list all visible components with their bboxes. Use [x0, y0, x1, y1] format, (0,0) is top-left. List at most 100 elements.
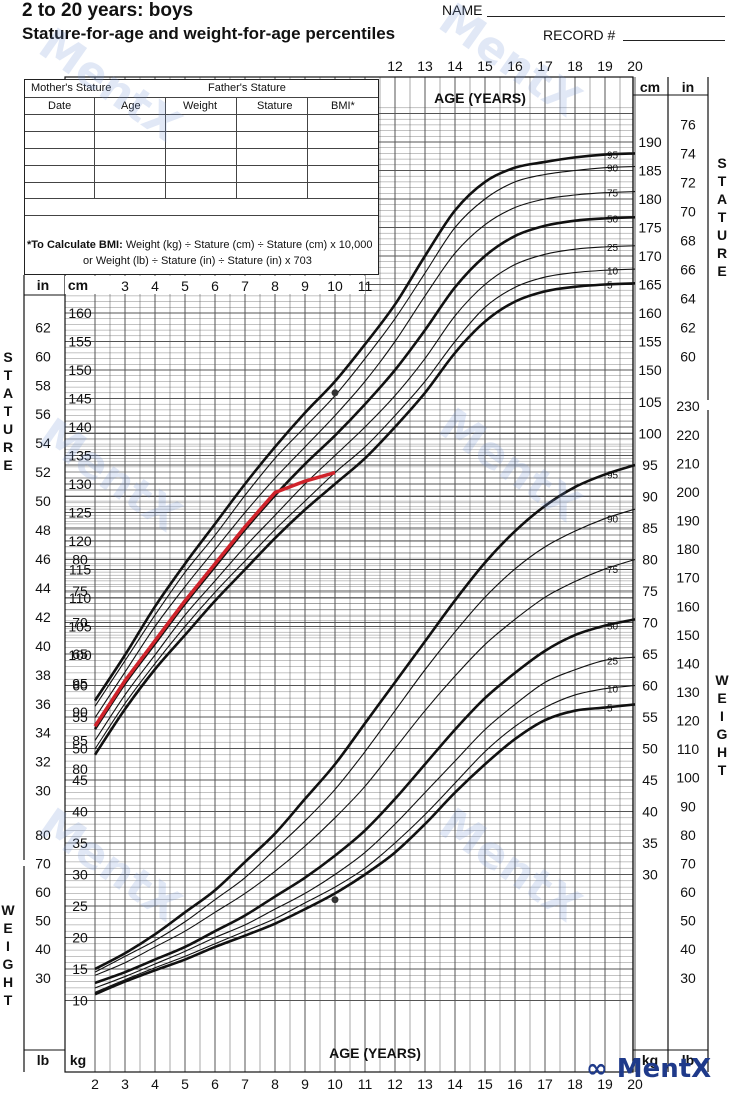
y-axis-title-stature-left-letter: S — [3, 349, 12, 365]
y-tick-stature-cm-right: 180 — [638, 191, 662, 207]
y-tick-stature-in: 36 — [35, 696, 51, 712]
x-tick-label-top: 12 — [387, 58, 403, 74]
fathers-stature-label: Father's Stature — [208, 82, 286, 94]
y-tick-stature-in-right: 74 — [680, 146, 696, 162]
y-tick-stature-in: 32 — [35, 754, 51, 770]
y-tick-weight-lb-right: 110 — [677, 741, 700, 757]
y-tick-weight-kg: 65 — [72, 646, 88, 662]
y-tick-stature-in-right: 66 — [680, 261, 696, 277]
y-axis-title-weight-right-letter: W — [715, 672, 729, 688]
y-tick-weight-lb-right: 230 — [676, 398, 700, 414]
y-tick-stature-cm: 145 — [68, 391, 92, 407]
mentx-logo: ∞ MentX — [586, 1054, 712, 1084]
y-tick-stature-in: 60 — [35, 348, 51, 364]
mothers-stature-label: Mother's Stature — [31, 82, 112, 94]
y-tick-weight-kg: 50 — [72, 741, 88, 757]
y-tick-stature-cm: 100 — [68, 647, 92, 663]
weight-percentile-10 — [94, 684, 636, 993]
y-tick-stature-cm: 105 — [68, 619, 92, 635]
y-tick-weight-kg-right: 65 — [642, 646, 658, 662]
y-tick-weight-kg-right: 55 — [642, 709, 658, 725]
y-tick-weight-lb-right: 80 — [680, 827, 696, 843]
weight-marked-point — [331, 896, 339, 904]
y-tick-weight-lb: 80 — [35, 827, 51, 843]
unit-label-cm-right: cm — [640, 79, 660, 95]
y-tick-weight-kg: 80 — [72, 552, 88, 568]
record-label: RECORD # — [543, 27, 616, 43]
y-tick-weight-kg-right: 50 — [642, 741, 658, 757]
y-tick-weight-lb-right: 220 — [676, 427, 700, 443]
y-tick-weight-kg: 20 — [72, 930, 88, 946]
y-tick-weight-lb-right: 130 — [676, 684, 700, 700]
unit-label-lb: lb — [37, 1052, 49, 1068]
x-tick-label-middle: 7 — [241, 278, 249, 294]
y-tick-stature-cm: 95 — [72, 676, 88, 692]
y-tick-weight-kg: 45 — [72, 772, 88, 788]
y-axis-title-stature-left-letter: R — [3, 439, 13, 455]
y-axis-title-weight-right-letter: H — [717, 744, 727, 760]
x-tick-label-middle: 8 — [271, 278, 279, 294]
x-tick-label-bottom: 4 — [151, 1076, 159, 1092]
weight-percentile-75 — [94, 558, 636, 976]
x-tick-label-bottom: 2 — [91, 1076, 99, 1092]
y-tick-stature-cm-right: 175 — [638, 220, 662, 236]
name-field[interactable] — [487, 16, 725, 17]
x-tick-label-bottom: 7 — [241, 1076, 249, 1092]
y-axis-title-weight-right-letter: I — [720, 708, 724, 724]
y-axis-title-stature-right-letter: T — [718, 209, 727, 225]
x-tick-label-middle: 6 — [211, 278, 219, 294]
y-tick-weight-kg-right: 60 — [642, 678, 658, 694]
x-tick-label-top: 15 — [477, 58, 493, 74]
y-tick-stature-cm: 115 — [69, 562, 92, 578]
x-tick-label-bottom: 5 — [181, 1076, 189, 1092]
x-tick-label-middle: 10 — [327, 278, 343, 294]
col-header-date: Date — [48, 100, 72, 112]
y-tick-stature-cm-right: 150 — [638, 362, 662, 378]
y-tick-stature-in-right: 70 — [680, 204, 696, 220]
stature-marked-point — [331, 389, 339, 397]
x-tick-label-bottom: 8 — [271, 1076, 279, 1092]
x-tick-label-bottom: 3 — [121, 1076, 129, 1092]
y-tick-weight-kg: 60 — [72, 678, 88, 694]
y-tick-stature-in-right: 64 — [680, 290, 696, 306]
x-tick-label-middle: 11 — [358, 278, 373, 294]
y-axis-title-weight-right-letter: E — [717, 690, 726, 706]
y-tick-weight-lb: 40 — [35, 941, 51, 957]
record-field[interactable] — [623, 40, 725, 41]
y-tick-stature-cm: 110 — [69, 590, 92, 606]
weight-percentile-label: 90 — [607, 515, 619, 526]
stature-percentile-label: 50 — [607, 214, 619, 225]
y-tick-stature-cm-right: 155 — [638, 334, 662, 350]
y-axis-title-stature-left-letter: T — [4, 403, 13, 419]
name-label: NAME — [442, 2, 483, 18]
col-header-stature: Stature — [257, 100, 293, 112]
x-tick-label-bottom: 10 — [327, 1076, 343, 1092]
x-axis-title-bottom: AGE (YEARS) — [329, 1045, 421, 1061]
y-tick-stature-cm-right: 165 — [638, 277, 662, 293]
y-tick-stature-in: 58 — [35, 377, 51, 393]
y-tick-stature-in: 46 — [35, 551, 51, 567]
y-tick-stature-cm: 140 — [68, 419, 92, 435]
y-tick-stature-cm: 155 — [68, 334, 92, 350]
x-tick-label-top: 17 — [537, 58, 553, 74]
y-axis-title-weight-left-letter: E — [3, 920, 12, 936]
x-tick-label-top: 14 — [447, 58, 463, 74]
y-tick-weight-kg: 40 — [72, 804, 88, 820]
x-tick-label-top: 19 — [597, 58, 613, 74]
y-tick-weight-lb-right: 170 — [676, 570, 700, 586]
y-tick-weight-kg-right: 100 — [638, 426, 662, 442]
x-tick-label-top: 16 — [507, 58, 523, 74]
stature-percentile-label: 25 — [607, 243, 619, 254]
x-tick-label-middle: 4 — [151, 278, 159, 294]
y-tick-stature-cm: 135 — [68, 448, 92, 464]
bmi-note-line1: *To Calculate BMI: Weight (kg) ÷ Stature… — [27, 239, 373, 251]
y-tick-stature-cm-right: 160 — [638, 305, 662, 321]
y-axis-title-stature-right-letter: S — [717, 155, 726, 171]
y-tick-stature-in-right: 72 — [680, 175, 696, 191]
stature-percentile-label: 90 — [607, 164, 619, 175]
y-tick-weight-lb: 50 — [35, 913, 51, 929]
x-tick-label-bottom: 14 — [447, 1076, 463, 1092]
x-tick-label-bottom: 11 — [358, 1076, 373, 1092]
